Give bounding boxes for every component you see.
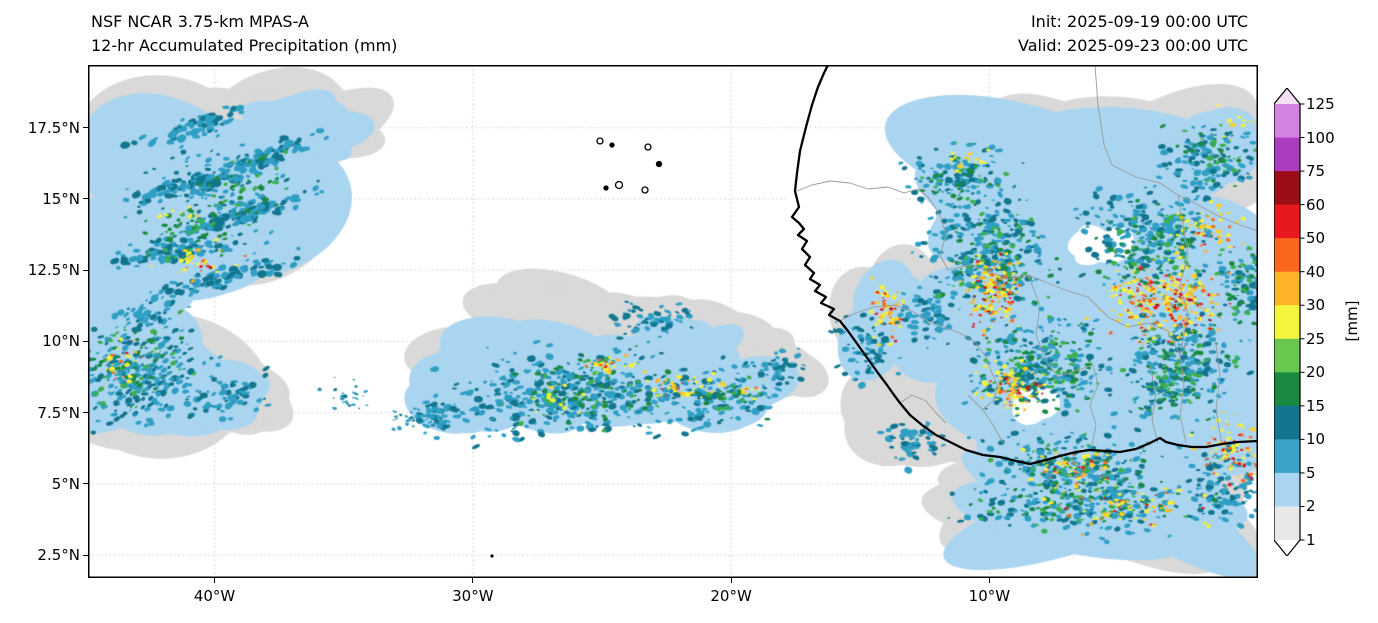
cb-tick-label: 100 (1306, 128, 1335, 147)
cb-tick-label: 2 (1306, 497, 1316, 516)
y-tick-label: 2.5°N (37, 546, 80, 565)
cb-segment (1274, 238, 1300, 273)
cb-tick-label: 5 (1306, 463, 1316, 482)
y-tick (83, 198, 88, 200)
y-tick (83, 127, 88, 129)
country-border (947, 264, 1181, 356)
cb-segment (1274, 137, 1300, 172)
country-border (1094, 65, 1258, 232)
cb-tick-label: 125 (1306, 95, 1335, 113)
y-tick (83, 269, 88, 271)
cb-segment (1274, 472, 1300, 508)
cb-tick-label: 75 (1306, 162, 1326, 181)
cape-verde-island (614, 180, 624, 190)
y-tick-label: 7.5°N (37, 403, 80, 422)
cb-segment (1274, 204, 1300, 239)
country-border (1179, 354, 1187, 444)
x-tick (730, 578, 732, 583)
y-tick-label: 5°N (51, 474, 80, 493)
map-overlay (88, 65, 1258, 578)
country-border (796, 180, 949, 271)
cb-tick-label: 15 (1306, 396, 1326, 415)
cb-over-arrow (1274, 88, 1300, 104)
x-tick-label: 20°W (710, 587, 752, 605)
cb-tick-label: 25 (1306, 329, 1326, 348)
cb-segment (1274, 171, 1300, 206)
country-border (1149, 364, 1159, 444)
cb-under-arrow (1274, 540, 1300, 556)
y-tick (83, 483, 88, 485)
cb-segment (1274, 506, 1300, 541)
cape-verde-island (644, 143, 652, 151)
y-tick (83, 554, 88, 556)
plot-frame (88, 65, 1258, 578)
country-border (1215, 344, 1223, 446)
country-border (899, 394, 947, 424)
cape-verde-island (655, 160, 663, 168)
country-border (967, 394, 1004, 444)
country-border (1177, 194, 1189, 356)
x-tick (214, 578, 216, 583)
cb-segment (1274, 305, 1300, 340)
x-tick-label: 10°W (968, 587, 1011, 605)
cb-segment (1274, 439, 1300, 474)
cb-segment (1274, 372, 1300, 407)
y-tick-label: 15°N (42, 189, 80, 208)
cb-tick-label: 40 (1306, 262, 1326, 281)
cb-tick-label: 30 (1306, 296, 1326, 315)
coastline (790, 65, 1258, 466)
cape-verde-island (641, 186, 649, 194)
x-tick (988, 578, 990, 583)
cb-tick-label: 60 (1306, 195, 1326, 214)
cb-segment (1274, 405, 1300, 440)
country-border (1089, 364, 1099, 446)
cb-segment (1274, 271, 1300, 306)
y-tick (83, 340, 88, 342)
cb-tick-label: 1 (1306, 531, 1316, 549)
small-island-dot (490, 554, 494, 558)
y-tick-label: 17.5°N (27, 118, 80, 137)
cb-tick-label: 20 (1306, 363, 1326, 382)
country-border (1027, 274, 1094, 378)
x-tick (472, 578, 474, 583)
cape-verde-island (603, 185, 609, 191)
y-tick (83, 412, 88, 414)
x-tick-label: 40°W (193, 587, 236, 605)
cb-segment (1274, 338, 1300, 373)
y-tick-label: 12.5°N (27, 261, 80, 280)
init-time-label: Init: 2025-09-19 00:00 UTC (1030, 12, 1248, 31)
model-title: NSF NCAR 3.75-km MPAS-A (91, 12, 309, 31)
y-tick-label: 10°N (42, 332, 80, 351)
x-tick-label: 30°W (452, 587, 494, 605)
cb-tick-label: 50 (1306, 229, 1326, 248)
colorbar-units-label: [mm] (1343, 300, 1361, 342)
cape-verde-island (596, 137, 604, 145)
country-border (839, 304, 999, 410)
cb-segment (1274, 104, 1300, 139)
valid-time-label: Valid: 2025-09-23 00:00 UTC (1017, 36, 1248, 55)
colorbar (1274, 88, 1305, 556)
figure-title: 12-hr Accumulated Precipitation (mm) (91, 36, 398, 55)
precipitation-field-canvas (88, 65, 1258, 578)
map-plot-area (88, 65, 1258, 578)
cb-tick-label: 10 (1306, 430, 1326, 449)
cape-verde-island (609, 142, 615, 148)
